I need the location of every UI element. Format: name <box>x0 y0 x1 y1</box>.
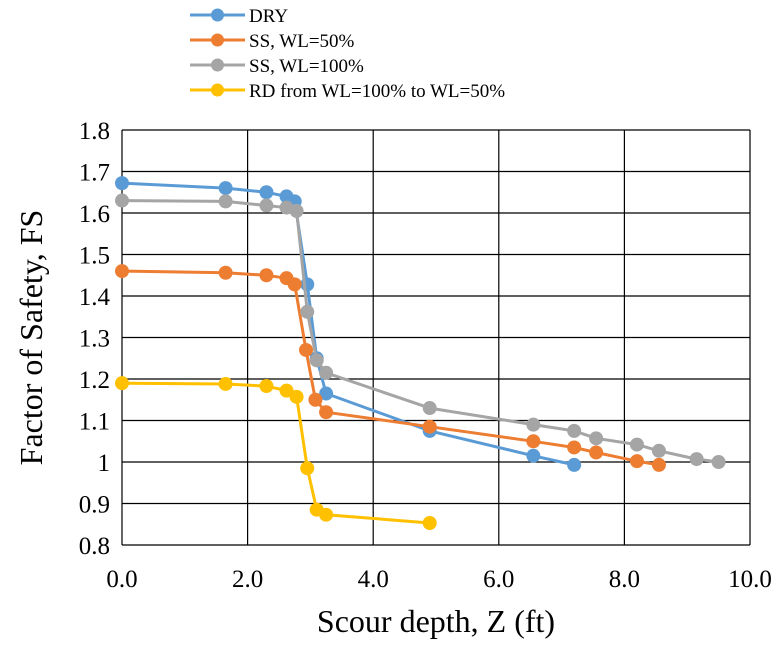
data-point <box>259 379 274 394</box>
data-point <box>299 342 314 357</box>
y-tick-label: 0.9 <box>79 492 110 519</box>
series-3 <box>115 376 437 531</box>
data-point <box>259 198 274 213</box>
data-point <box>651 457 666 472</box>
y-tick-label: 1.3 <box>79 326 110 353</box>
data-point <box>319 365 334 380</box>
data-point <box>567 440 582 455</box>
y-tick-label: 1.2 <box>79 367 110 394</box>
data-point <box>218 181 233 196</box>
legend-marker <box>211 58 224 72</box>
data-point <box>115 193 129 208</box>
y-tick-label: 1.6 <box>79 201 110 228</box>
x-tick-label: 8.0 <box>609 566 640 593</box>
y-tick-label: 1.8 <box>79 118 110 145</box>
data-point <box>526 448 541 463</box>
series-2 <box>115 193 726 469</box>
data-point <box>218 194 233 209</box>
data-point <box>300 461 315 476</box>
data-point <box>422 516 437 531</box>
x-tick-label: 2.0 <box>232 566 263 593</box>
legend-marker <box>211 33 224 47</box>
data-point <box>711 455 726 469</box>
x-tick-label: 6.0 <box>483 566 514 593</box>
y-tick-label: 1.1 <box>79 409 110 436</box>
legend-item: RD from WL=100% to WL=50% <box>190 81 505 102</box>
legend-label: SS, WL=50% <box>249 31 355 52</box>
y-axis-title: Factor of Safety, FS <box>13 210 49 466</box>
data-point <box>279 383 294 398</box>
y-tick-label: 1.5 <box>79 243 110 270</box>
data-point <box>300 277 315 292</box>
data-point <box>629 437 644 452</box>
x-tick-label: 10.0 <box>728 566 772 593</box>
data-point <box>289 389 304 404</box>
data-point <box>319 405 334 420</box>
data-point <box>289 203 304 218</box>
data-point <box>115 376 129 391</box>
data-point <box>629 454 644 469</box>
data-point <box>115 264 129 279</box>
series-line <box>121 199 719 464</box>
data-point <box>300 304 315 319</box>
data-point <box>259 268 274 283</box>
y-tick-label: 1.4 <box>79 284 111 311</box>
data-point <box>526 417 541 432</box>
data-point <box>422 401 437 416</box>
series-group <box>115 176 726 531</box>
legend-label: RD from WL=100% to WL=50% <box>249 81 505 102</box>
data-point <box>218 265 233 280</box>
data-point <box>589 445 604 460</box>
data-point <box>651 443 666 458</box>
data-point <box>319 507 334 522</box>
series-1 <box>115 264 666 472</box>
legend-item: DRY <box>190 6 288 27</box>
legend-label: SS, WL=100% <box>249 56 364 77</box>
data-point <box>567 423 582 438</box>
data-point <box>308 392 323 407</box>
x-tick-label: 4.0 <box>358 566 389 593</box>
legend-marker <box>211 83 224 97</box>
grid <box>121 129 751 546</box>
data-point <box>259 185 274 200</box>
legend: DRY SS, WL=50% SS, WL=100% RD from WL=100% … <box>190 6 505 102</box>
data-point <box>287 277 302 292</box>
data-point <box>309 353 324 368</box>
data-point <box>422 419 437 434</box>
data-point <box>589 431 604 446</box>
y-tick-label: 1 <box>98 450 111 477</box>
y-tick-label: 1.7 <box>79 160 110 187</box>
x-tick-label: 0.0 <box>106 566 137 593</box>
legend-marker <box>211 8 224 22</box>
data-point <box>319 386 334 401</box>
legend-item: SS, WL=50% <box>190 31 355 52</box>
legend-label: DRY <box>249 6 288 27</box>
x-axis-title: Scour depth, Z (ft) <box>317 603 555 639</box>
data-point <box>567 457 582 472</box>
tick-labels: 0.8 0.9 1 1.1 1.2 1.3 1.4 1.5 1.6 1.7 1.8 0.0 2.0 4.0… <box>79 118 772 593</box>
y-tick-label: 0.8 <box>79 533 110 560</box>
data-point <box>689 452 704 467</box>
legend-item: SS, WL=100% <box>190 56 364 77</box>
data-point <box>115 176 129 191</box>
data-point <box>218 376 233 391</box>
data-point <box>526 434 541 449</box>
